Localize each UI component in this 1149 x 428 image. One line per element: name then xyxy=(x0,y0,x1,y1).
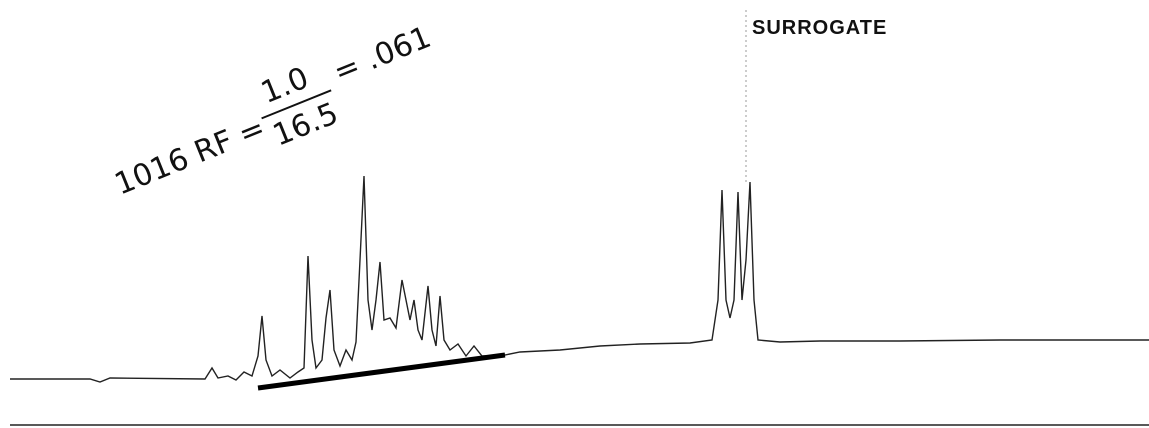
note-prefix: 1016 RF = xyxy=(110,111,270,203)
fraction-bar xyxy=(261,89,332,120)
note-result: = .061 xyxy=(329,20,436,90)
peak-label: SURROGATE xyxy=(752,17,887,39)
baseline-drawn xyxy=(257,352,506,391)
trace xyxy=(10,175,1149,383)
handwritten-note: 1016 RF = 1.0 16.5 = .061 xyxy=(110,20,436,203)
note-numerator: 1.0 xyxy=(256,61,313,111)
